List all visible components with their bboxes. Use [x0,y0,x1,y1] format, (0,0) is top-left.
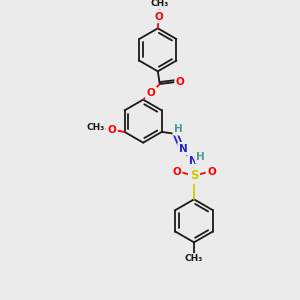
Text: CH₃: CH₃ [185,254,203,263]
Text: O: O [207,167,216,177]
Text: O: O [172,167,181,177]
Text: H: H [196,152,205,162]
Text: N: N [179,143,188,154]
Text: S: S [190,169,198,182]
Text: O: O [147,88,155,98]
Text: O: O [154,12,163,22]
Text: CH₃: CH₃ [86,122,104,131]
Text: N: N [189,156,197,166]
Text: O: O [107,125,116,135]
Text: CH₃: CH₃ [151,0,169,8]
Text: O: O [176,77,185,87]
Text: H: H [174,124,183,134]
